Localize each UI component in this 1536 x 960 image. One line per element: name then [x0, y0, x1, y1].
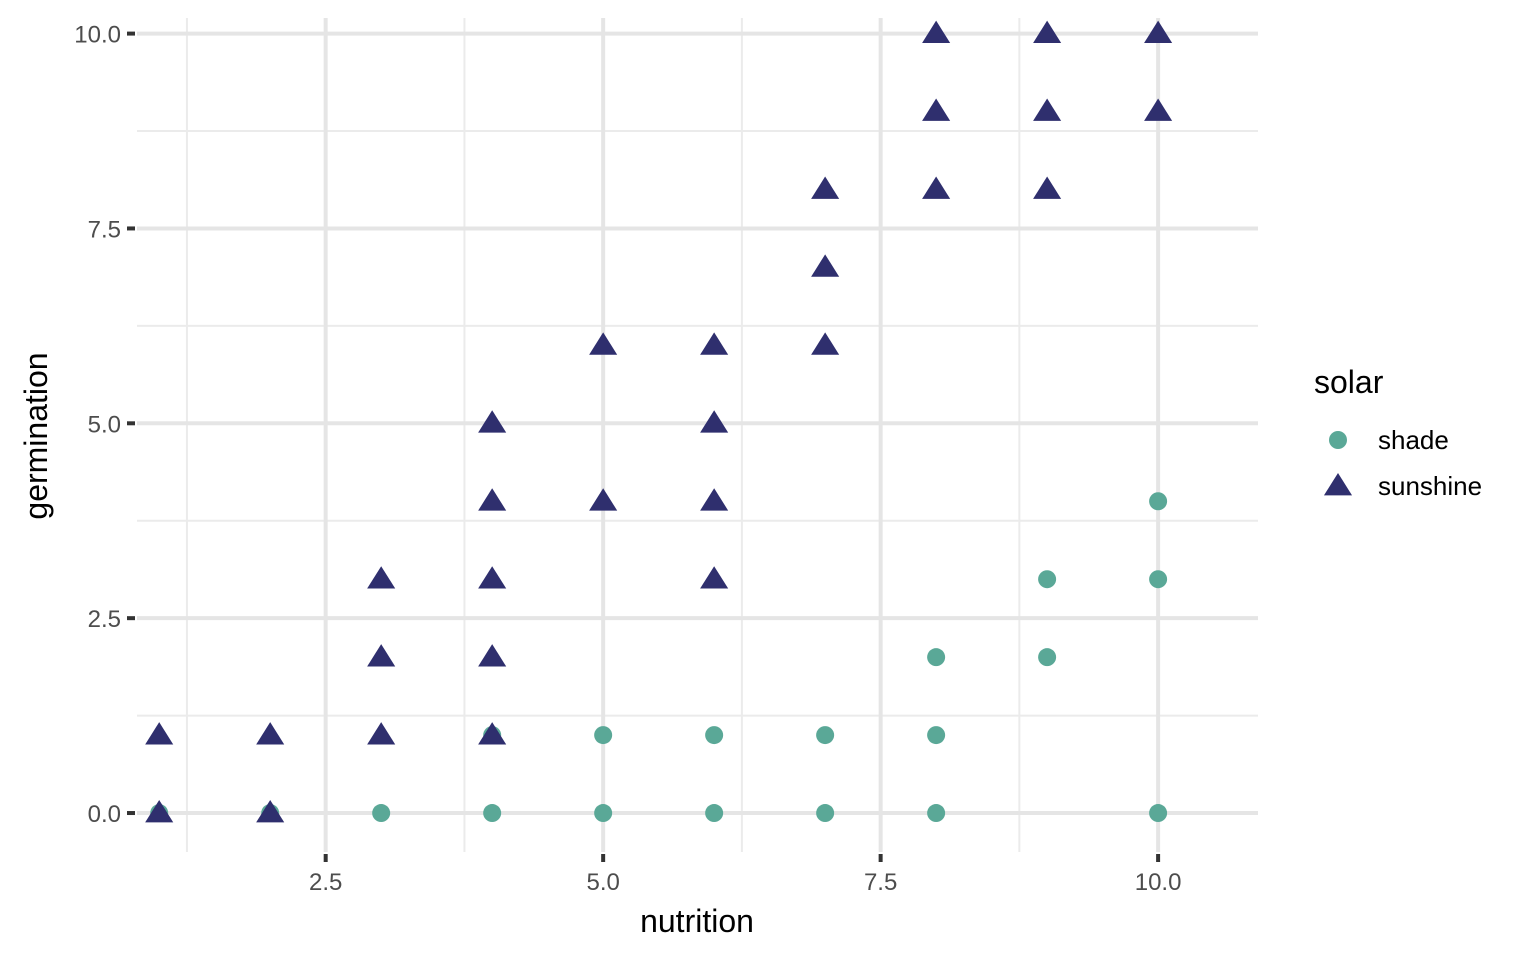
sunshine-point	[1144, 20, 1173, 43]
x-tick-label: 10.0	[1135, 869, 1182, 896]
x-axis-title: nutrition	[640, 903, 754, 939]
y-tick-label: 0.0	[88, 801, 121, 828]
sunshine-point	[256, 722, 285, 745]
sunshine-point	[700, 332, 729, 355]
legend-label-sunshine: sunshine	[1378, 471, 1482, 501]
legend-label-shade: shade	[1378, 425, 1449, 455]
sunshine-point	[478, 488, 507, 511]
sunshine-point	[478, 566, 507, 589]
shade-point	[705, 804, 724, 823]
shade-point	[1149, 570, 1168, 589]
sunshine-point	[1033, 98, 1062, 121]
sunshine-point	[811, 176, 840, 199]
sunshine-point	[367, 644, 396, 667]
sunshine-point	[145, 800, 174, 823]
sunshine-point	[700, 566, 729, 589]
shade-point	[816, 804, 835, 823]
legend: solar shade sunshine	[1314, 364, 1482, 501]
sunshine-point	[256, 800, 285, 823]
shade-point	[594, 726, 613, 745]
shade-point	[1149, 492, 1168, 511]
data-points	[145, 20, 1173, 823]
shade-point	[1149, 804, 1168, 823]
sunshine-point	[145, 722, 174, 745]
sunshine-point	[700, 410, 729, 433]
shade-point	[927, 648, 946, 667]
y-tick-label: 7.5	[88, 216, 121, 243]
gridlines	[137, 18, 1258, 852]
y-tick-label: 10.0	[74, 22, 121, 49]
sunshine-point	[367, 722, 396, 745]
y-tick-label: 2.5	[88, 606, 121, 633]
sunshine-point	[922, 20, 951, 43]
shade-point	[927, 726, 946, 745]
x-tick-label: 7.5	[864, 869, 897, 896]
axis-ticks: 2.5 5.0 7.5 10.0 0.0 2.5 5.0 7.5 10.0	[74, 22, 1181, 896]
shade-point	[483, 804, 502, 823]
sunshine-legend-key	[1323, 473, 1353, 496]
x-tick-label: 5.0	[586, 869, 619, 896]
sunshine-point	[1033, 20, 1062, 43]
sunshine-point	[811, 332, 840, 355]
sunshine-point	[1144, 98, 1173, 121]
sunshine-point	[811, 254, 840, 277]
shade-point	[1038, 648, 1057, 667]
sunshine-point	[478, 644, 507, 667]
x-tick-label: 2.5	[309, 869, 342, 896]
sunshine-point	[478, 722, 507, 745]
shade-point	[594, 804, 613, 823]
y-tick-label: 5.0	[88, 411, 121, 438]
shade-legend-key	[1329, 431, 1347, 449]
sunshine-point	[367, 566, 396, 589]
sunshine-point	[700, 488, 729, 511]
legend-title: solar	[1314, 364, 1384, 400]
y-axis-title: germination	[18, 352, 54, 519]
sunshine-point	[589, 332, 618, 355]
sunshine-point	[922, 98, 951, 121]
sunshine-point	[922, 176, 951, 199]
shade-point	[1038, 570, 1057, 589]
shade-point	[816, 726, 835, 745]
shade-point	[927, 804, 946, 823]
shade-point	[705, 726, 724, 745]
sunshine-point	[478, 410, 507, 433]
sunshine-point	[1033, 176, 1062, 199]
sunshine-point	[589, 488, 618, 511]
shade-point	[372, 804, 391, 823]
